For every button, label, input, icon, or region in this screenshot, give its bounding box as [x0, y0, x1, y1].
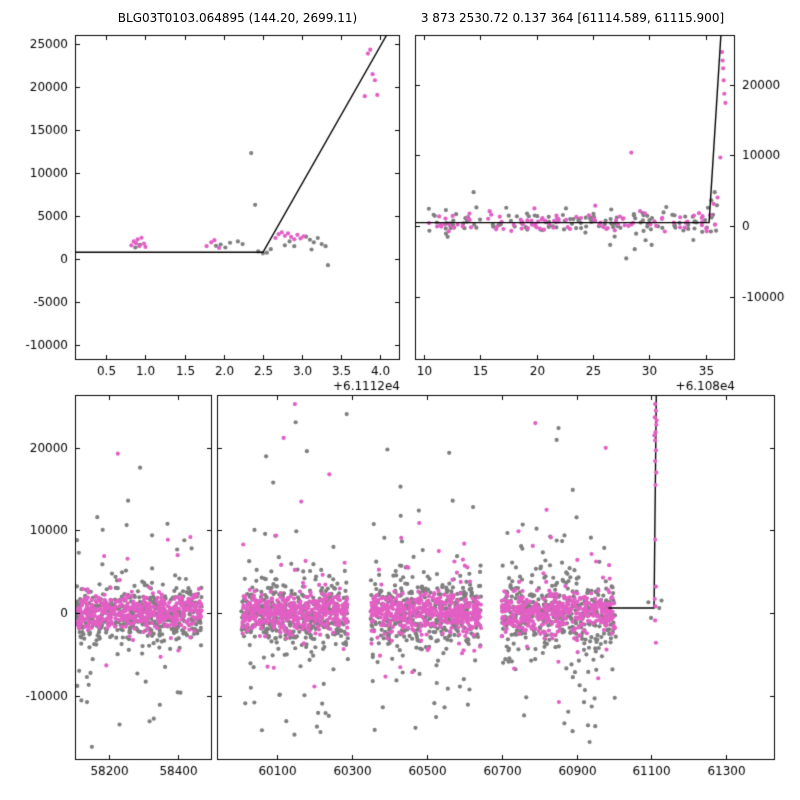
fit-parameters-title: 3 873 2530.72 0.137 364 [61114.589, 6111… [420, 11, 725, 25]
event-id-title: BLG03T0103.064895 (144.20, 2699.11) [117, 11, 358, 25]
